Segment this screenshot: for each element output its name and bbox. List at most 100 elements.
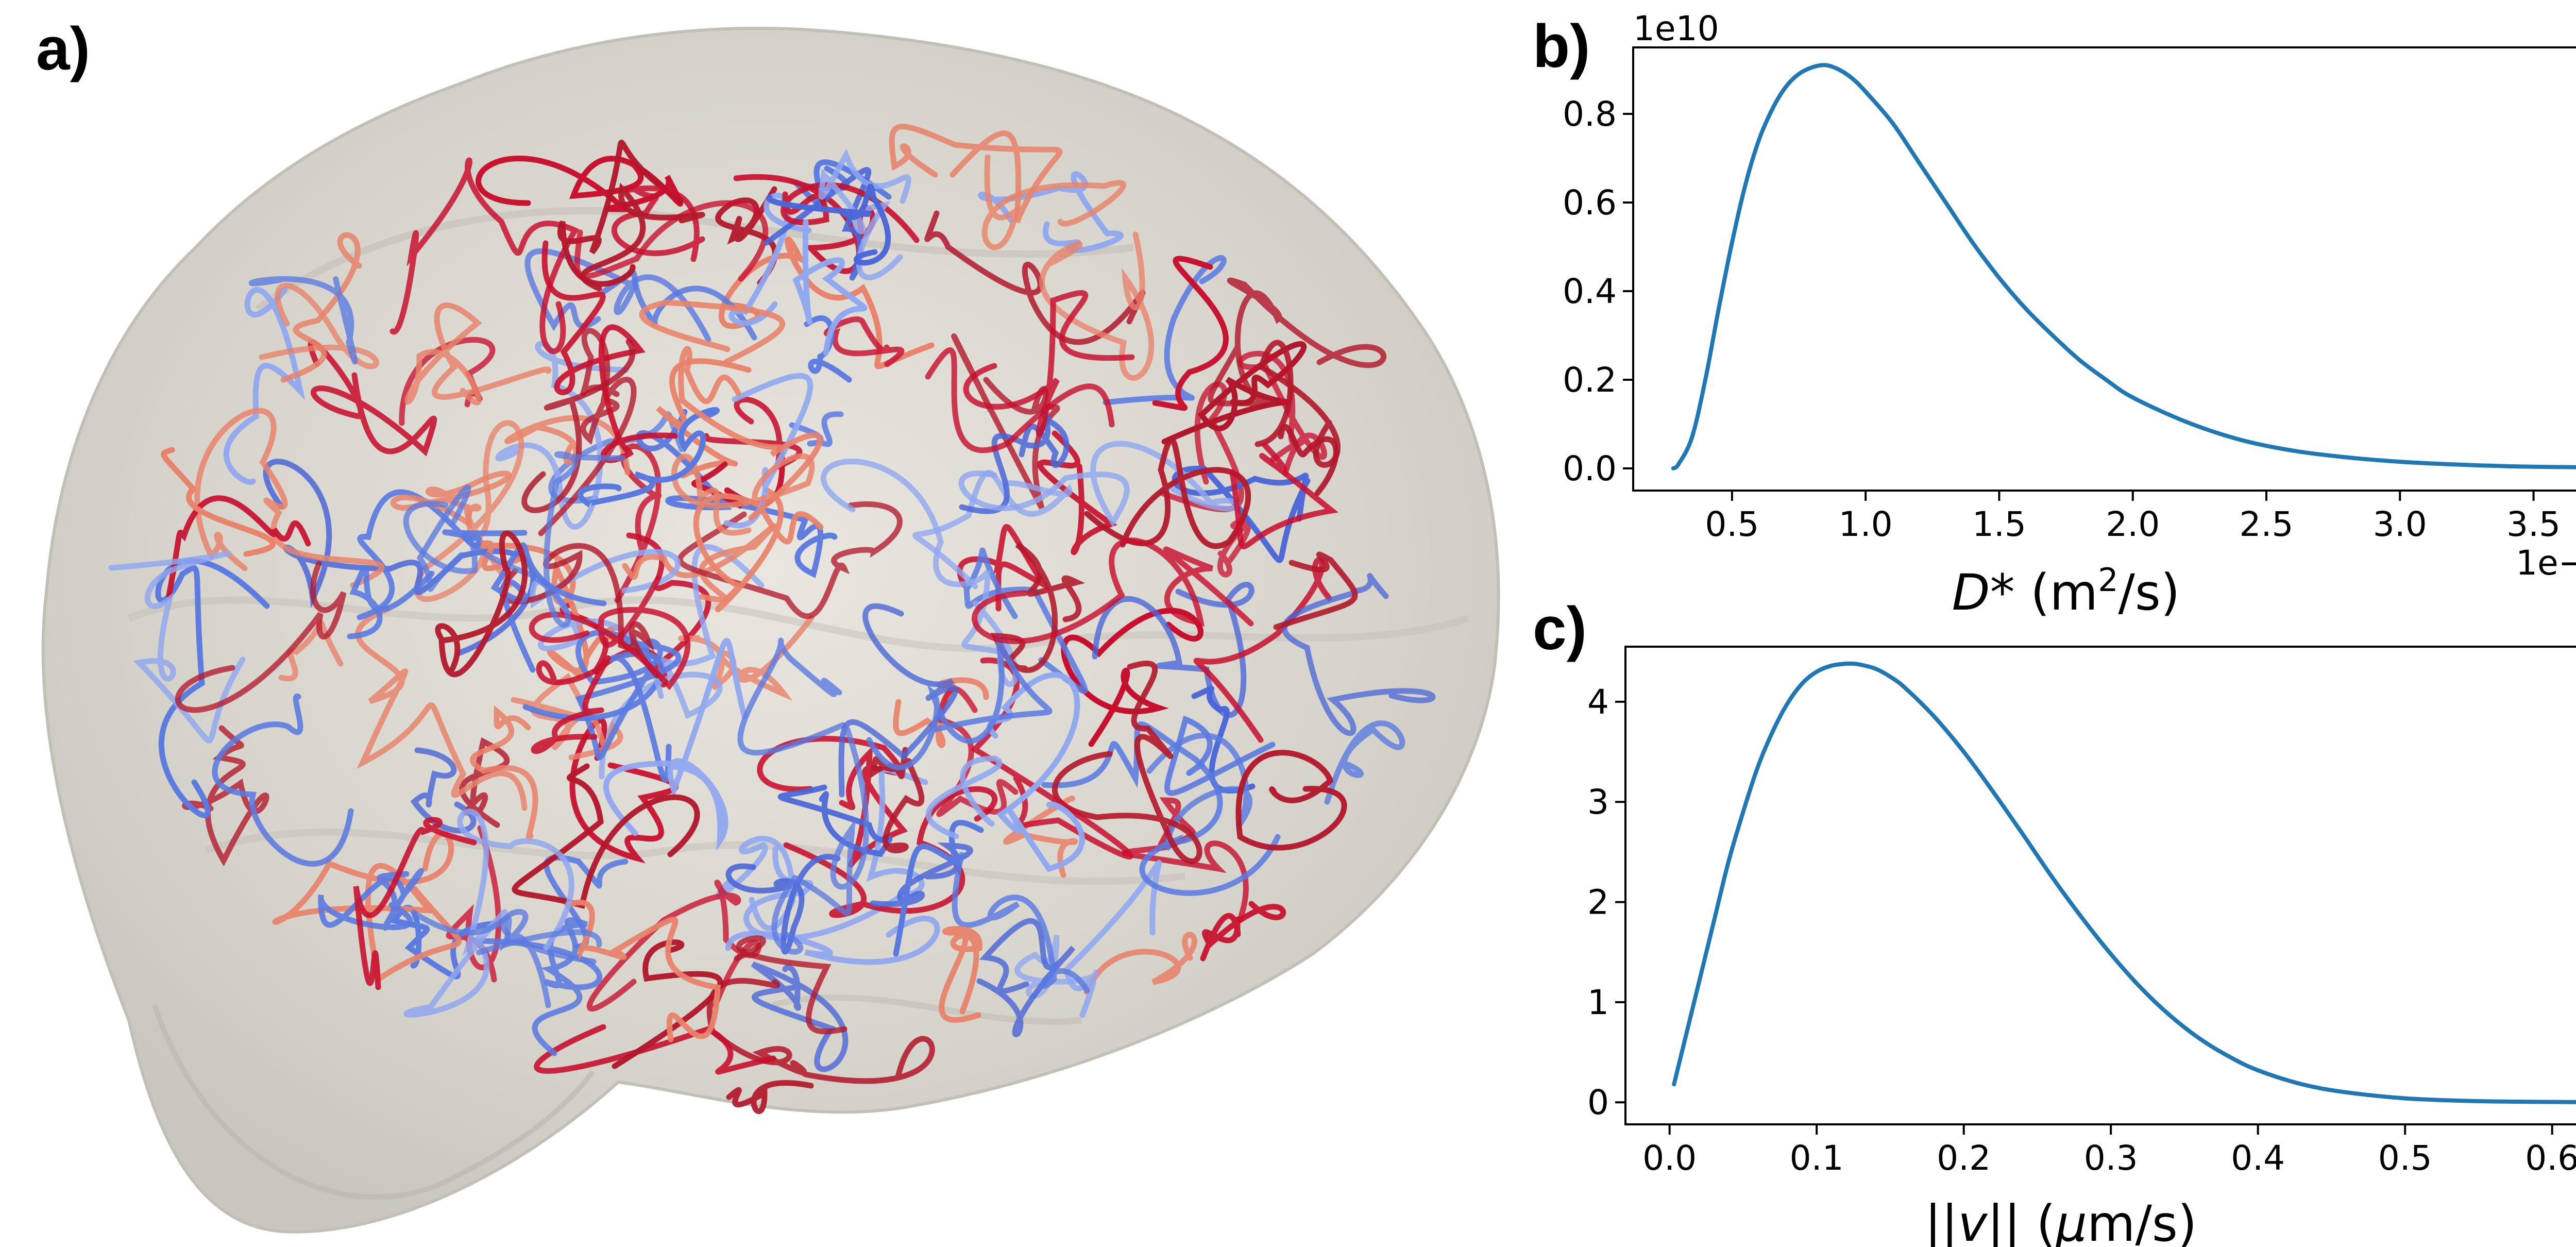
vessel-segment	[416, 484, 471, 592]
vessel-segment	[818, 148, 911, 280]
y-tick-label-b: 0.0	[1563, 449, 1617, 488]
vessel-segment	[1164, 715, 1276, 796]
vessel-segment	[580, 182, 705, 292]
vessel-segment	[512, 763, 700, 909]
vessel-segment	[347, 565, 435, 639]
vessel-segment	[1039, 231, 1155, 381]
x-offset-label-b: 1e−10	[2516, 543, 2576, 583]
vessel-segment	[108, 550, 246, 744]
y-tick-label-c: 2	[1587, 883, 1609, 922]
x-tick-label-c: 0.4	[2231, 1138, 2285, 1178]
y-tick-label-c: 0	[1587, 1083, 1609, 1122]
vessel-segment	[1041, 721, 1281, 896]
brain-vessel-rendering: a)	[36, 15, 1500, 1234]
vessel-segment	[725, 854, 841, 955]
vessel-segment	[212, 693, 354, 867]
vessel-segment	[719, 237, 935, 369]
vessel-segment	[248, 276, 358, 365]
vessel-segment	[622, 523, 777, 603]
series-line-c	[1672, 661, 2576, 1104]
vessel-segment	[404, 302, 552, 406]
vessel-segment	[1208, 277, 1387, 407]
vessel-segment	[318, 868, 424, 932]
vessel-segment	[470, 705, 538, 840]
y-tick-label-b: 0.2	[1563, 360, 1617, 400]
vessel-segment	[1200, 901, 1286, 962]
chart-b: b) 1e10 0.5 1.0 1.5 2.0 2.5 3.0 3.50.00.20.40.…	[1533, 9, 2576, 621]
vessel-segment	[1103, 255, 1227, 406]
vessel-segment	[1281, 573, 1436, 736]
vessel-segment	[1063, 860, 1162, 1018]
vessel-segment	[280, 232, 362, 383]
vessel-network	[108, 124, 1436, 1114]
vessel-segment	[925, 347, 1115, 453]
vessel-segment	[565, 899, 721, 1042]
vessel-segment	[981, 154, 1126, 250]
x-tick-label-b: 1.5	[1972, 504, 2026, 544]
vessel-segment	[737, 637, 846, 756]
vessel-segment	[925, 755, 1003, 839]
vessel-segment	[194, 408, 385, 588]
x-axis-label-c: ||v|| (μm/s)	[1925, 1195, 2197, 1247]
vessel-segment	[175, 561, 347, 713]
vessel-segment	[390, 905, 500, 980]
vessel-segment	[935, 686, 1019, 817]
x-tick-label-c: 0.3	[2084, 1138, 2138, 1178]
x-tick-label-b: 2.0	[2106, 504, 2160, 544]
y-offset-label-b: 1e10	[1633, 9, 1719, 48]
vessel-segment	[1229, 442, 1339, 549]
vessel-segment	[612, 939, 723, 1069]
y-tick-label-c: 1	[1587, 983, 1609, 1022]
vessel-segment	[1152, 256, 1229, 411]
vessel-segment	[308, 339, 437, 457]
vessel-segment	[639, 299, 785, 365]
vessel-segment	[403, 808, 574, 1018]
axes-frame-b	[1632, 46, 2576, 492]
vessel-segment	[1193, 557, 1332, 743]
x-tick-label-b: 3.0	[2373, 504, 2427, 544]
vessel-segment	[474, 917, 603, 1056]
vessel-segment	[1052, 661, 1202, 865]
series-line-b	[1671, 63, 2576, 470]
vessel-segment	[958, 441, 1240, 528]
panel-label-b: b)	[1533, 12, 1590, 80]
vessel-segment	[611, 184, 705, 262]
vessel-segment	[1235, 750, 1347, 851]
y-tick-label-b: 0.6	[1563, 183, 1617, 223]
vessel-segment	[578, 407, 720, 508]
vessel-segment	[912, 470, 1073, 589]
vessel-segment	[751, 961, 849, 1072]
vessel-segment	[987, 672, 1085, 872]
x-axis-label-b: D* (m2/s)	[1952, 561, 2180, 622]
vessel-segment	[893, 820, 984, 957]
vessel-segment	[678, 346, 823, 521]
vessel-segment	[963, 290, 1135, 437]
brain-surface	[41, 26, 1500, 1234]
vessel-segment	[476, 155, 684, 212]
vessel-segment	[538, 328, 637, 536]
vessel-segment	[838, 603, 958, 798]
plot-area-c: 0.0 0.1 0.2 0.3 0.4 0.5 0.6 0 1 2 3 4	[1587, 646, 2576, 1178]
x-tick-label-b: 3.5	[2506, 504, 2561, 544]
x-tick-label-c: 0.2	[1937, 1138, 1991, 1178]
vessel-segment	[889, 124, 1063, 224]
vessel-segment	[603, 638, 748, 851]
vessel-segment	[1084, 436, 1251, 549]
x-tick-label-c: 0.0	[1642, 1138, 1697, 1178]
vessel-segment	[574, 200, 769, 282]
vessel-segment	[411, 909, 602, 955]
vessel-segment	[1255, 340, 1341, 468]
vessel-segment	[1324, 720, 1405, 805]
vessel-segment	[161, 447, 276, 557]
vessel-segment	[1273, 551, 1358, 630]
vessel-segment	[821, 459, 1019, 687]
vessel-segment	[866, 635, 1053, 770]
vessel-segment	[952, 852, 1090, 993]
vessel-segment	[766, 183, 891, 266]
vessel-segment	[355, 606, 528, 811]
vessel-segment	[726, 1080, 814, 1114]
x-tick-label-c: 0.5	[2378, 1138, 2432, 1178]
vessel-segment	[804, 315, 852, 383]
chart-c: c) 0.0 0.1 0.2 0.3 0.4 0.5 0.6 0 1 2 3 4 ||v|| (μm/…	[1533, 595, 2576, 1247]
